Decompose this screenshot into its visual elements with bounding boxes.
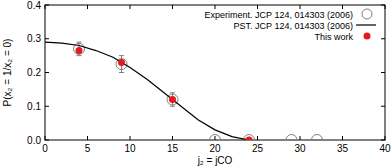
x-tick (130, 5, 131, 9)
x-tick (130, 136, 131, 140)
y-tick-label: 0.4 (27, 0, 41, 11)
error-bar-cap (119, 72, 124, 73)
y-axis-label: P(x₂ = 1/x₂ = 0) (2, 39, 13, 107)
y-tick (45, 38, 49, 39)
y-tick (45, 72, 49, 73)
x-axis-label: j₂ = jCO (197, 155, 233, 166)
plot-frame (45, 5, 385, 140)
error-bar-cap (119, 55, 124, 56)
x-tick (172, 136, 173, 140)
x-tick (215, 136, 216, 140)
x-tick-label: 25 (252, 143, 264, 154)
x-tick-label: 10 (124, 143, 136, 154)
legend-label: Experiment. JCP 124, 014303 (2006) (205, 10, 353, 20)
y-tick (45, 106, 49, 107)
legend-label: This work (314, 32, 353, 42)
legend-symbol (364, 33, 371, 40)
plot-marks (45, 42, 323, 140)
x-tick (342, 5, 343, 9)
x-tick-label: 5 (85, 143, 91, 154)
error-bar-cap (77, 55, 82, 56)
data-point (210, 135, 221, 141)
legend: Experiment. JCP 124, 014303 (2006)PST. J… (205, 9, 376, 42)
data-point (118, 59, 125, 66)
error-bar-cap (170, 106, 175, 107)
y-tick-label: 0.3 (27, 33, 41, 44)
data-point (167, 94, 178, 105)
data-point (312, 135, 323, 141)
data-point (286, 135, 297, 141)
y-tick (381, 106, 385, 107)
x-tick (87, 5, 88, 9)
x-tick-label: 30 (294, 143, 306, 154)
x-tick (215, 5, 216, 9)
x-tick-label: 15 (167, 143, 179, 154)
line (45, 42, 249, 140)
y-tick-label: 0.1 (27, 101, 41, 112)
y-tick-label: 0.0 (27, 135, 41, 146)
x-tick (257, 5, 258, 9)
x-tick (342, 136, 343, 140)
y-tick (381, 38, 385, 39)
chart: 0 5 10 15 20 25 30 35 40 0.0 0.1 0.2 0.3 0.4 j₂ = jCO P… (0, 0, 392, 167)
x-tick-label: 0 (42, 143, 48, 154)
y-tick (381, 72, 385, 73)
x-tick (300, 136, 301, 140)
legend-symbol (356, 24, 376, 25)
x-tick-label: 20 (209, 143, 221, 154)
x-tick (172, 5, 173, 9)
x-tick (257, 136, 258, 140)
legend-symbol (362, 9, 372, 19)
data-point (76, 47, 83, 54)
data-point (169, 96, 176, 103)
x-tick (300, 5, 301, 9)
y-tick-label: 0.2 (27, 67, 41, 78)
x-tick (87, 136, 88, 140)
data-point (246, 137, 253, 141)
legend-label: PST. JCP 124, 014303 (2006) (234, 21, 353, 31)
error-bar-cap (77, 42, 82, 43)
x-tick-label: 40 (379, 143, 391, 154)
error-bar-cap (170, 92, 175, 93)
x-tick-label: 35 (337, 143, 349, 154)
